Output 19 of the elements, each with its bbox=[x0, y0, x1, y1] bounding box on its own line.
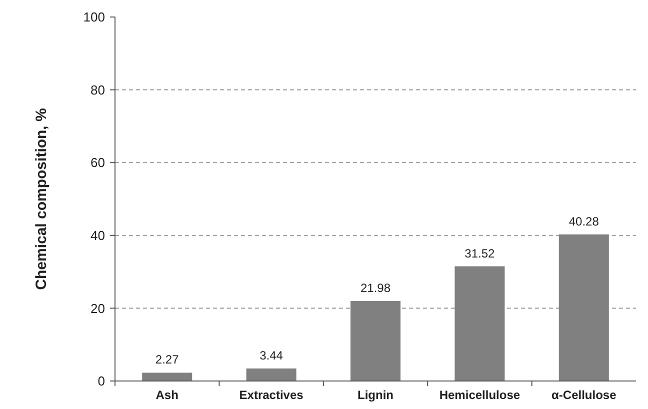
y-tick-label: 80 bbox=[90, 82, 105, 98]
x-tick-label: α-Cellulose bbox=[552, 388, 617, 402]
bar bbox=[142, 372, 192, 381]
x-tick-label: Lignin bbox=[358, 388, 394, 402]
y-tick-label: 0 bbox=[98, 374, 105, 389]
y-tick-label: 100 bbox=[83, 10, 105, 25]
data-label: 31.52 bbox=[464, 246, 496, 260]
x-tick-label: Extractives bbox=[239, 388, 304, 402]
data-label: 21.98 bbox=[360, 280, 391, 295]
x-tick-label: Ash bbox=[156, 388, 178, 402]
data-label: 2.27 bbox=[155, 352, 180, 367]
bar bbox=[246, 368, 296, 381]
y-axis-title: Chemical composition, % bbox=[33, 108, 50, 290]
y-tick-label: 20 bbox=[90, 300, 105, 316]
data-label: 3.44 bbox=[260, 348, 284, 362]
y-tick-label: 60 bbox=[90, 155, 105, 170]
data-label: 40.28 bbox=[568, 214, 600, 228]
y-tick-label: 40 bbox=[90, 228, 105, 243]
x-tick-label: Hemicellulose bbox=[439, 388, 520, 402]
